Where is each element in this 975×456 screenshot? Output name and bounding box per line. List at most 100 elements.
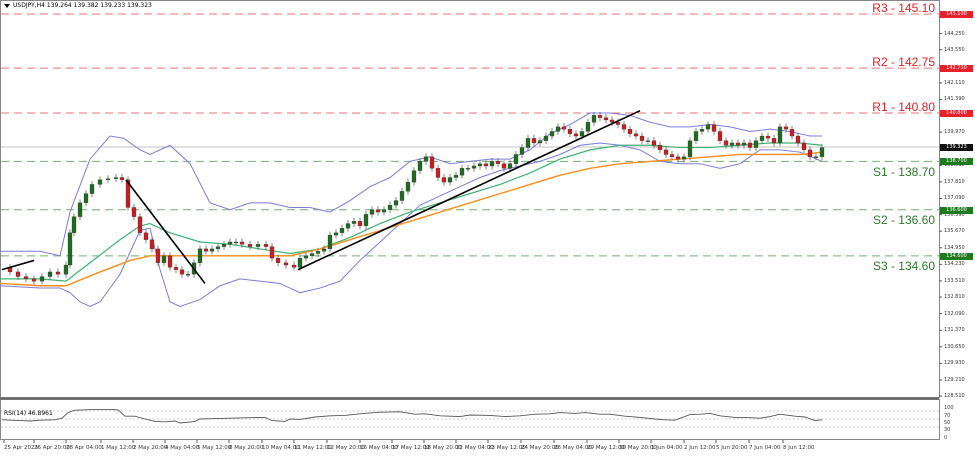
price-tick: 141.390 [944, 96, 965, 103]
price-tick: 133.510 [944, 277, 965, 284]
rsi-tick-50: 50 [944, 420, 951, 426]
candle-bull [221, 244, 227, 247]
candle-bull [209, 248, 215, 252]
candle-bull [399, 191, 405, 201]
candle-bull [387, 204, 393, 210]
candle-bull [67, 232, 73, 266]
price-tick: 139.970 [944, 129, 965, 136]
candle-bear [735, 142, 741, 146]
price-tick: 134.950 [944, 244, 965, 251]
candle-bull [537, 140, 543, 144]
candle-bull [555, 126, 561, 132]
candle-bear [495, 161, 501, 164]
candle-bear [663, 149, 669, 155]
symbol-label: USDJPY,H4 [13, 2, 45, 9]
candle-bull [579, 131, 585, 137]
level-label-r3: R3 - 145.10 [872, 1, 935, 15]
candle-bull [645, 140, 651, 142]
candle-bear [137, 216, 143, 233]
candle-bear [131, 207, 137, 217]
dropdown-triangle-icon[interactable] [4, 3, 10, 8]
candle-bear [573, 133, 579, 137]
candle-bull [393, 200, 399, 206]
candle-bull [549, 131, 555, 137]
candle-bear [621, 124, 627, 130]
candle-bear [633, 133, 639, 137]
price-tag-r2: 142.750 [940, 65, 973, 72]
candle-bull [477, 163, 483, 167]
price-tick: 129.930 [944, 360, 965, 367]
candle-bull [753, 140, 759, 148]
moving-average-slow [0, 151, 823, 287]
candle-bear [747, 142, 753, 148]
time-tick: 1 May 12:00 [101, 445, 136, 451]
candle-bear [639, 135, 645, 141]
candle-bull [97, 179, 103, 185]
rsi-tick-100: 100 [944, 405, 954, 411]
level-label-s2: S2 - 136.60 [872, 213, 935, 227]
candle-bull [513, 154, 519, 164]
price-tick: 132.810 [944, 294, 965, 301]
candle-bear [441, 177, 447, 183]
candle-bull [489, 161, 495, 167]
candle-bear [155, 248, 161, 263]
level-label-r1: R1 - 140.80 [872, 100, 935, 114]
price-tick: 135.670 [944, 228, 965, 235]
candle-bull [519, 147, 525, 155]
candle-bear [179, 269, 185, 275]
candle-bull [345, 223, 351, 229]
candle-bull [759, 135, 765, 141]
candle-bull [215, 246, 221, 250]
candle-bull [303, 255, 309, 259]
candle-bear [435, 168, 441, 178]
candle-bull [687, 140, 693, 157]
time-tick: 16 May 04:00 [360, 445, 398, 451]
candle-bull [369, 209, 375, 215]
candle-bull [327, 234, 333, 250]
candle-bull [105, 178, 111, 180]
price-tick: 128.510 [944, 393, 965, 400]
level-label-r2: R2 - 142.75 [872, 55, 935, 69]
moving-average-fast [0, 142, 823, 282]
time-tick: 11 May 12:00 [294, 445, 332, 451]
candle-bull [363, 214, 369, 227]
candle-bull [453, 175, 459, 178]
candle-bear [283, 262, 289, 266]
candle-bull [819, 147, 825, 157]
candle-bull [681, 156, 687, 160]
candle-bear [561, 126, 567, 130]
candle-bear [771, 138, 777, 144]
candle-bear [15, 271, 21, 277]
candle-bull [197, 248, 203, 263]
trendline-down [125, 179, 206, 284]
time-tick: 29 May 12:00 [587, 445, 625, 451]
candle-bear [125, 179, 131, 208]
trendline-short [1, 259, 35, 271]
candle-bull [471, 165, 477, 169]
time-tick: 22 May 04:00 [456, 445, 494, 451]
candle-bear [291, 264, 297, 268]
candle-bear [275, 257, 281, 263]
price-tick: 144.250 [944, 30, 965, 37]
time-tick: 10 May 04:00 [262, 445, 300, 451]
candle-bull [525, 138, 531, 148]
candle-bull [83, 193, 89, 203]
candle-bear [531, 138, 537, 144]
ohlc-values: 139.264 139.382 139.233 139.323 [46, 2, 152, 9]
candle-bear [795, 135, 801, 144]
price-tag-s2: 136.600 [940, 207, 973, 214]
candle-bear [765, 135, 771, 139]
candle-bull [381, 209, 387, 213]
price-tick: 131.370 [944, 327, 965, 334]
candle-bull [417, 161, 423, 171]
candle-bear [269, 246, 275, 259]
time-tick: 24 May 20:00 [521, 445, 559, 451]
candle-bear [143, 232, 149, 240]
price-tick: 129.210 [944, 376, 965, 383]
candle-bear [609, 119, 615, 123]
candle-bear [119, 177, 125, 180]
candle-bull [405, 181, 411, 192]
candle-bull [741, 142, 747, 146]
